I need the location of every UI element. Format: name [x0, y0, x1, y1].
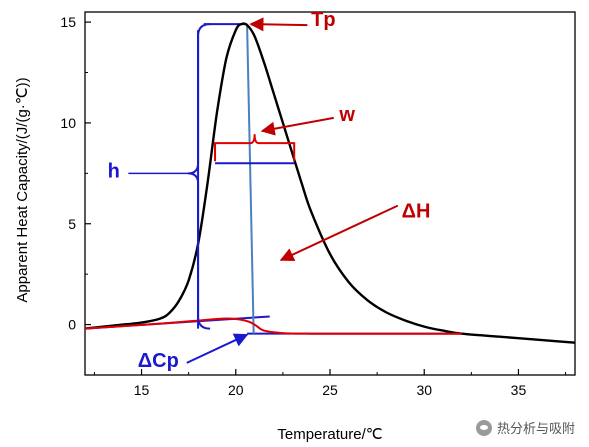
y-tick-label-10: 10 — [60, 115, 76, 131]
axis-ticks: 15 20 25 30 35 0 5 10 15 — [60, 14, 567, 398]
watermark-text: 热分析与吸附 — [496, 422, 575, 437]
x-tick-label-15: 15 — [134, 382, 150, 398]
y-tick-label-0: 0 — [68, 317, 76, 333]
y-tick-label-5: 5 — [68, 216, 76, 232]
delta-cp-label: ΔCp — [138, 350, 179, 372]
delta-h-label: ΔH — [402, 201, 431, 223]
series-line-0 — [84, 22, 576, 344]
y-tick-label-15: 15 — [60, 14, 76, 30]
w-arrow — [260, 116, 334, 136]
x-tick-label-30: 30 — [416, 382, 432, 398]
watermark: 热分析与吸附 — [475, 418, 575, 437]
series-line-1 — [84, 317, 462, 335]
x-tick-label-20: 20 — [228, 382, 244, 398]
x-axis-title: Temperature/℃ — [277, 426, 382, 443]
plot-frame — [84, 11, 576, 376]
h-label: h — [108, 160, 120, 182]
x-tick-label-25: 25 — [322, 382, 338, 398]
tp-label: Tp — [311, 9, 335, 31]
w-bracket — [214, 134, 296, 162]
wechat-icon — [475, 419, 492, 436]
series-group — [84, 22, 576, 344]
delta-cp-arrow — [186, 333, 249, 364]
peak-vertical-line — [246, 24, 255, 334]
tp-arrow — [249, 17, 308, 32]
delta-h-arrow — [279, 204, 399, 262]
x-tick-label-35: 35 — [511, 382, 527, 398]
w-label: w — [338, 104, 355, 126]
annotations-group: Tp w ΔH h ΔCp — [108, 9, 431, 372]
y-axis-title: Apparent Heat Capacity/(J/(g·℃)) — [14, 77, 31, 302]
baseline-lines — [84, 23, 462, 335]
